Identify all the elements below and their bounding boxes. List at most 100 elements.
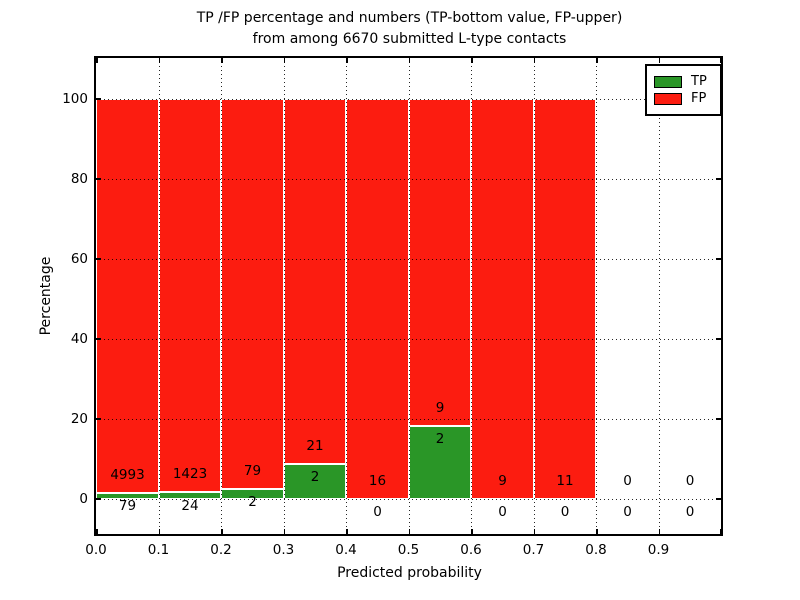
- bar-segment-fp-2: [221, 99, 284, 490]
- gridline-x-0.1: [158, 58, 160, 534]
- xtick-bottom-3: [283, 529, 285, 534]
- gridline-x-0.7: [533, 58, 535, 534]
- xtick-label-0.1: 0.1: [147, 542, 170, 558]
- tp-count-label-7: 0: [560, 504, 570, 521]
- fp-count-label-7: 11: [556, 473, 574, 489]
- chart-title-line2: from among 6670 submitted L-type contact…: [252, 31, 567, 47]
- ytick-label-40: 40: [70, 331, 88, 347]
- xtick-top-9: [658, 58, 660, 63]
- bar-segment-fp-1: [158, 99, 221, 493]
- xtick-top-0: [96, 58, 98, 63]
- xtick-top-10: [719, 58, 721, 63]
- xtick-bottom-9: [658, 529, 660, 534]
- ytick-left-60: [96, 258, 101, 260]
- chart-title: TP /FP percentage and numbers (TP-bottom…: [94, 8, 725, 50]
- gridline-x-0.3: [283, 58, 285, 534]
- ytick-right-0: [716, 498, 721, 500]
- fp-count-label-1: 1423: [172, 466, 208, 483]
- tp-color-swatch: [654, 75, 682, 88]
- xtick-bottom-6: [471, 529, 473, 534]
- xtick-bottom-7: [533, 529, 535, 534]
- ytick-right-40: [716, 338, 721, 340]
- legend-label-tp: TP: [691, 74, 707, 89]
- tp-count-label-2: 2: [248, 494, 257, 511]
- xtick-bottom-8: [596, 529, 598, 534]
- bar-segment-tp-0: [96, 492, 159, 499]
- xtick-bottom-10: [719, 529, 721, 534]
- legend-item-tp: TP: [654, 74, 720, 89]
- xtick-bottom-4: [346, 529, 348, 534]
- gridline-x-0.5: [408, 58, 410, 534]
- tp-count-label-4: 0: [373, 504, 382, 521]
- gridline-x-0.8: [596, 58, 597, 534]
- xtick-top-4: [346, 58, 348, 63]
- ytick-right-60: [716, 258, 721, 260]
- tp-count-label-1: 24: [181, 497, 199, 514]
- legend-item-fp: FP: [654, 91, 720, 106]
- ytick-right-80: [716, 178, 721, 180]
- ytick-label-20: 20: [70, 411, 88, 427]
- x-axis-label: Predicted probability: [337, 565, 482, 581]
- xtick-top-6: [471, 58, 473, 63]
- xtick-top-3: [283, 58, 285, 63]
- xtick-label-0.7: 0.7: [522, 542, 545, 558]
- tp-count-label-5: 2: [435, 431, 445, 448]
- y-axis-label: Percentage: [38, 256, 54, 336]
- xtick-top-2: [221, 58, 223, 63]
- ytick-label-100: 100: [62, 91, 88, 107]
- xtick-top-5: [408, 58, 410, 63]
- fp-count-label-0: 4993: [110, 466, 145, 483]
- legend: TP FP: [645, 64, 722, 116]
- bar-segment-fp-3: [283, 99, 346, 465]
- xtick-label-0.9: 0.9: [647, 542, 670, 558]
- xtick-top-1: [158, 58, 160, 63]
- xtick-label-0.6: 0.6: [460, 542, 482, 558]
- xtick-top-8: [596, 58, 598, 63]
- xtick-label-0.4: 0.4: [335, 542, 357, 558]
- fp-color-swatch: [654, 92, 682, 105]
- ytick-left-20: [96, 418, 101, 420]
- ytick-left-100: [96, 98, 101, 100]
- ytick-left-80: [96, 178, 101, 180]
- xtick-label-0.2: 0.2: [210, 542, 232, 558]
- chart-title-line1: TP /FP percentage and numbers (TP-bottom…: [196, 10, 623, 26]
- gridline-x-0.6: [471, 58, 472, 534]
- fp-count-label-5: 9: [435, 400, 445, 417]
- bar-segment-fp-7: [533, 99, 596, 499]
- fp-count-label-8: 0: [623, 473, 632, 489]
- ytick-left-0: [96, 498, 101, 500]
- tp-count-label-0: 79: [118, 497, 137, 514]
- fp-count-label-3: 21: [306, 438, 324, 455]
- ytick-right-20: [716, 418, 721, 420]
- fp-count-label-4: 16: [368, 473, 387, 489]
- bar-segment-tp-3: [283, 464, 346, 499]
- xtick-bottom-5: [408, 529, 410, 534]
- ytick-label-80: 80: [70, 171, 88, 187]
- fp-count-label-9: 0: [685, 473, 695, 489]
- ytick-label-0: 0: [79, 491, 88, 507]
- xtick-bottom-0: [96, 529, 98, 534]
- bar-segment-fp-0: [96, 99, 159, 493]
- legend-label-fp: FP: [691, 91, 707, 106]
- ytick-label-60: 60: [70, 251, 88, 267]
- tp-count-label-9: 0: [685, 504, 695, 521]
- fp-count-label-6: 9: [498, 473, 507, 489]
- ytick-left-40: [96, 338, 101, 340]
- tp-count-label-3: 2: [310, 469, 320, 486]
- xtick-label-0.0: 0.0: [85, 542, 107, 558]
- tp-count-label-8: 0: [623, 504, 632, 521]
- plot-area: 4993 79 1423 24 79 2 21 2 16 0 9 2 9 0 11 0 0 0 0 0: [94, 56, 723, 536]
- bar-segment-fp-4: [346, 99, 409, 499]
- bar-segment-fp-5: [408, 99, 471, 427]
- xtick-label-0.8: 0.8: [585, 542, 607, 558]
- gridline-x-0.2: [221, 58, 222, 534]
- gridline-x-0.4: [346, 58, 347, 534]
- xtick-bottom-1: [158, 529, 160, 534]
- xtick-label-0.3: 0.3: [272, 542, 295, 558]
- xtick-top-7: [533, 58, 535, 63]
- fp-count-label-2: 79: [243, 463, 262, 480]
- bar-segment-fp-6: [471, 99, 534, 499]
- xtick-label-0.5: 0.5: [397, 542, 420, 558]
- xtick-bottom-2: [221, 529, 223, 534]
